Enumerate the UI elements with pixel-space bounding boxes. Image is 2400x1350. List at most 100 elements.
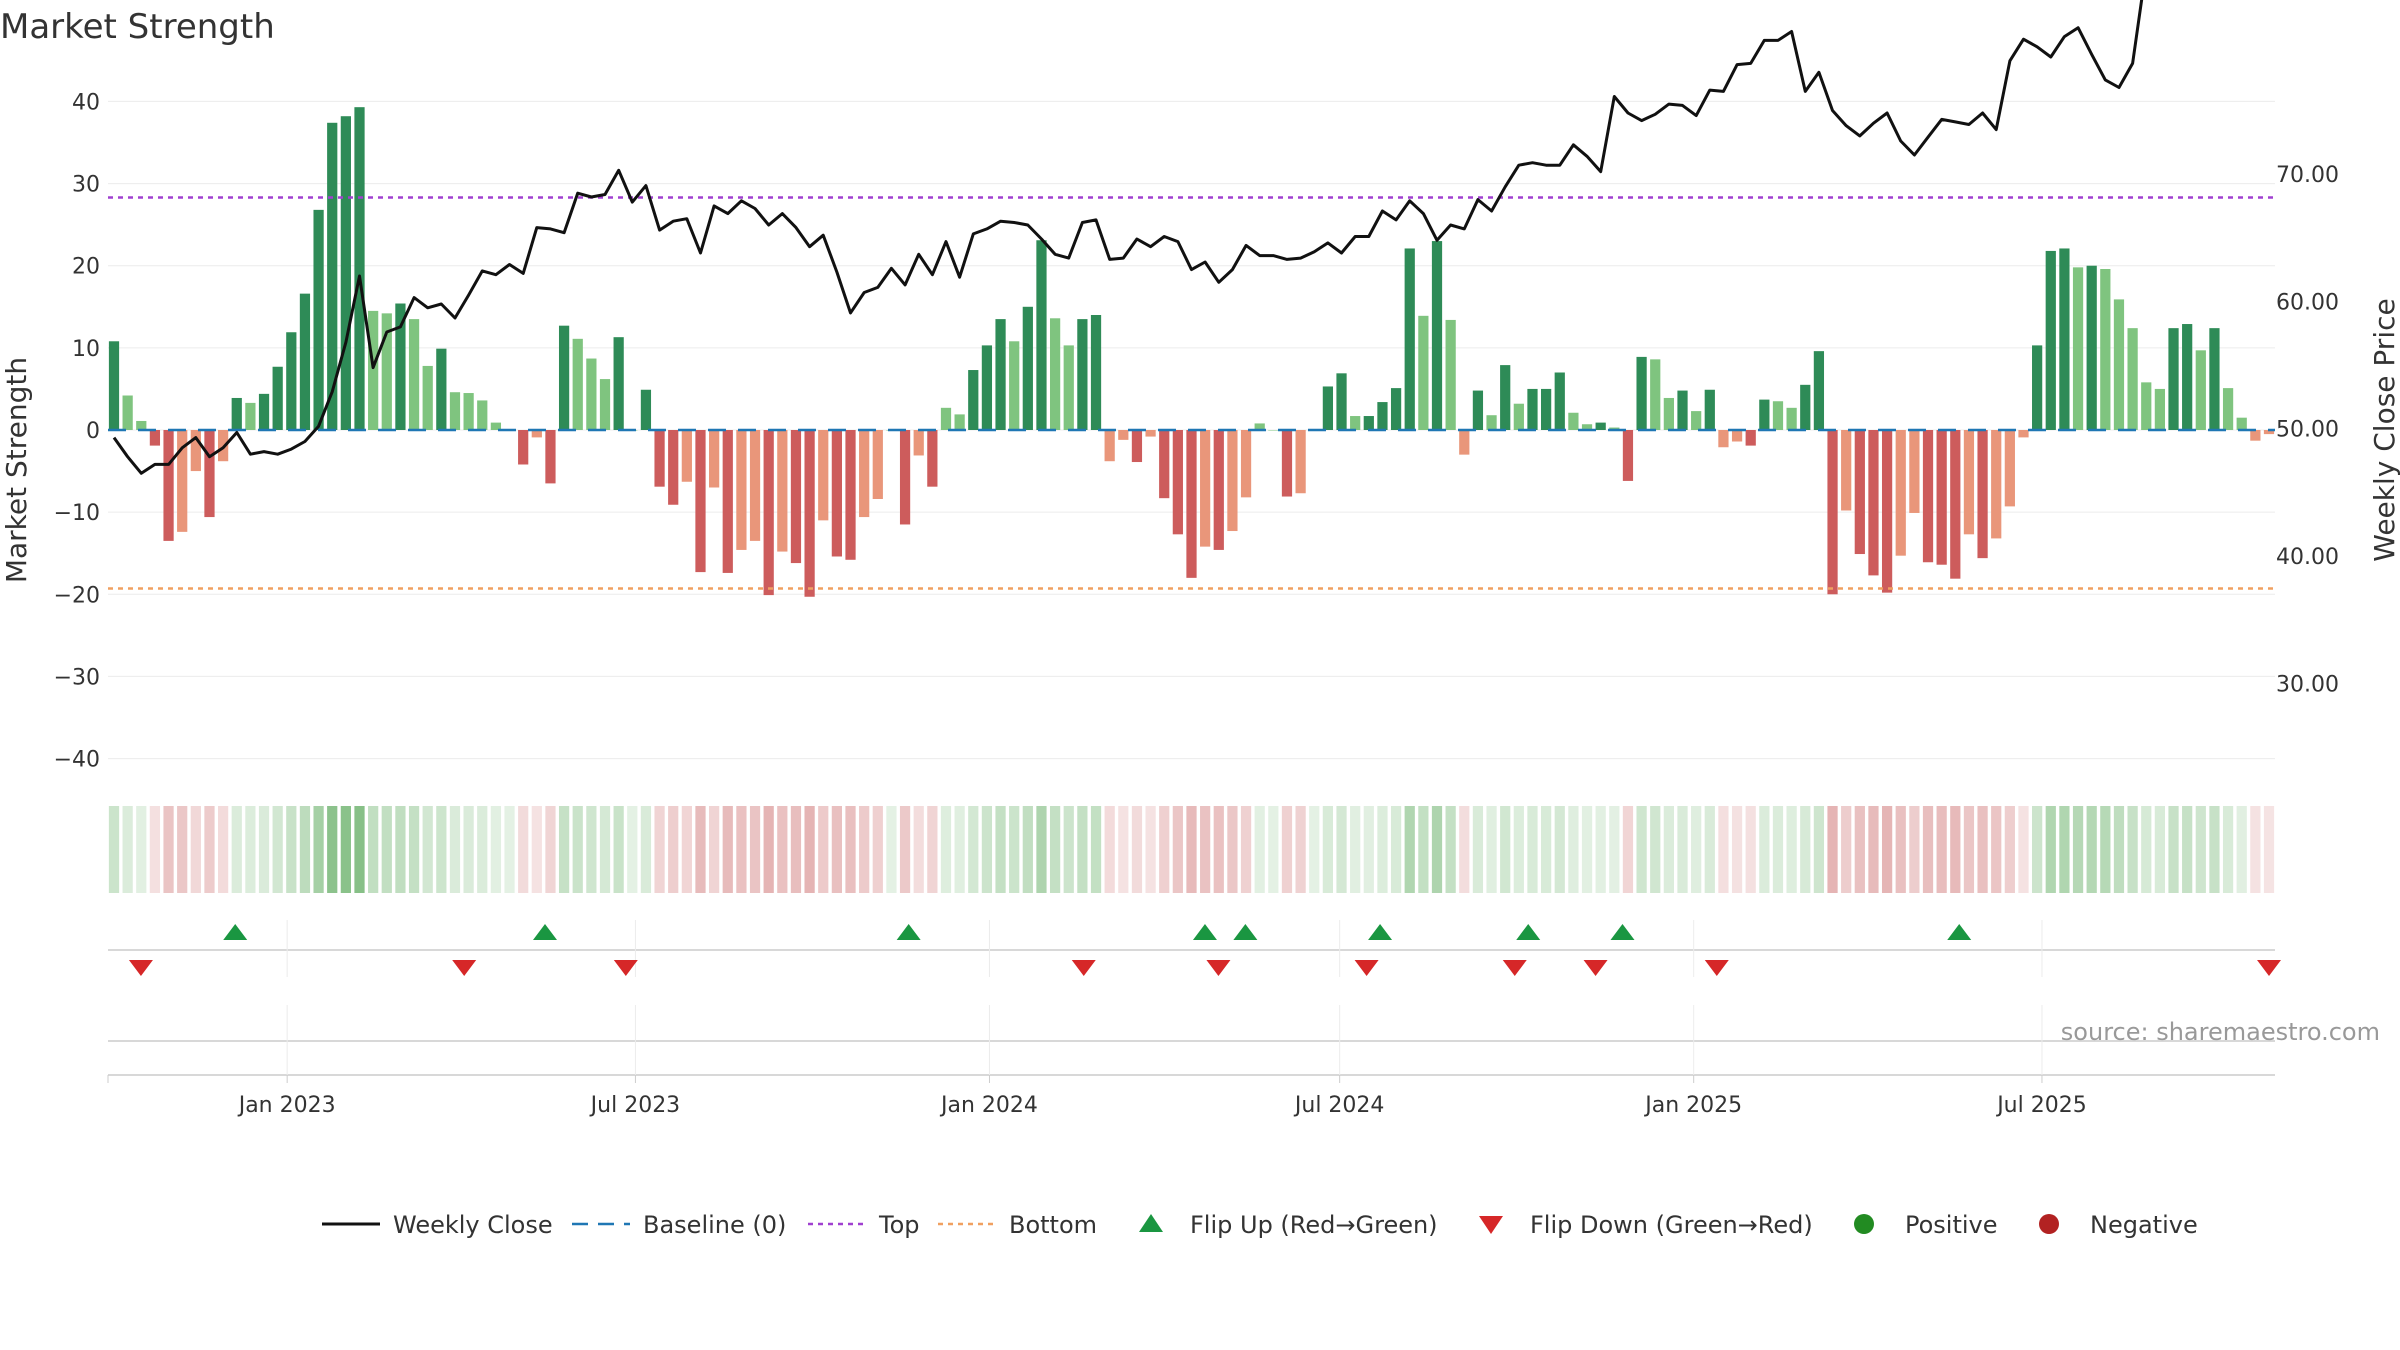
strength-bar [613, 337, 624, 430]
strength-bar [845, 430, 856, 560]
strength-bar [1227, 430, 1238, 532]
heat-cell [859, 806, 870, 893]
flip-down-marker [1583, 960, 1608, 976]
legend-label: Positive [1905, 1211, 1998, 1239]
heat-cell [395, 806, 406, 893]
strength-bar [2222, 388, 2234, 430]
strength-bar [518, 430, 529, 465]
strength-bar [2086, 265, 2097, 430]
strength-bar [2045, 250, 2056, 430]
strength-bar [436, 348, 447, 430]
heat-cell [1704, 806, 1715, 893]
strength-bar [1390, 388, 1402, 430]
strength-bar [1418, 315, 1429, 430]
strength-bar [2263, 430, 2275, 435]
heat-cell [736, 806, 747, 893]
strength-bar [1159, 430, 1170, 499]
heat-cell [190, 806, 201, 893]
y-tick-label: 30 [72, 173, 100, 198]
y2-ticks: 70.00 60.00 50.00 40.00 30.00 [2276, 163, 2339, 697]
heat-cell [1909, 806, 1920, 893]
heat-cell [586, 806, 597, 893]
strength-bar [231, 397, 242, 430]
flip-up-marker [1516, 924, 1541, 940]
strength-bar [1022, 306, 1033, 430]
heat-cell [1609, 806, 1620, 893]
heat-cell [1418, 806, 1429, 893]
flip-down-marker [2257, 960, 2281, 976]
strength-bar [368, 310, 379, 430]
strength-bar [899, 430, 911, 525]
heat-cell [122, 806, 133, 893]
heat-cell [1581, 806, 1593, 893]
heat-cell [518, 806, 529, 893]
heat-cell [313, 806, 324, 893]
strength-bar [1650, 359, 1661, 430]
strength-bar [2004, 430, 2015, 507]
heat-cell [163, 806, 174, 893]
strength-bar [1513, 403, 1524, 430]
heat-cell [968, 806, 979, 893]
heat-cell [1159, 806, 1170, 893]
heat-cell [1118, 806, 1129, 893]
heat-cell [327, 806, 338, 893]
heat-cell [1527, 806, 1538, 893]
heat-cell [722, 806, 733, 893]
legend-label: Top [878, 1211, 920, 1239]
strength-bar [1963, 430, 1975, 535]
strength-bar [1868, 430, 1879, 576]
y-tick-label: 40 [72, 90, 100, 115]
heat-cell [2127, 806, 2138, 893]
heat-cell [2168, 806, 2179, 893]
heat-cell [1677, 806, 1688, 893]
heat-cell [2113, 806, 2125, 893]
flip-up-marker [533, 924, 557, 940]
strength-bar [1704, 389, 1715, 430]
flip-down-marker [1354, 960, 1379, 976]
heat-cell [1363, 806, 1374, 893]
heat-cell [217, 806, 229, 893]
heat-cell [1718, 806, 1729, 893]
flip-down-marker [452, 960, 477, 976]
flip-up-marker [223, 924, 248, 940]
strength-bar [995, 319, 1006, 430]
strength-bar [299, 293, 311, 430]
strength-bar [190, 430, 201, 472]
heat-cell [845, 806, 856, 893]
heat-cell [1459, 806, 1470, 893]
flip-up-marker [896, 924, 921, 940]
heat-cell [558, 806, 570, 893]
strength-bar [1527, 388, 1538, 430]
strength-bar [1827, 430, 1838, 595]
x-tick-label: Jan 2025 [1643, 1093, 1742, 1118]
strength-bar [1854, 430, 1865, 555]
strength-bar [1322, 386, 1334, 430]
y2-tick-label: 30.00 [2276, 672, 2339, 697]
heat-cell [654, 806, 665, 893]
heat-cell [1868, 806, 1879, 893]
heat-cell [408, 806, 420, 893]
heat-cell [1090, 806, 1102, 893]
x-tick-label: Jul 2023 [589, 1093, 681, 1118]
heat-cell [818, 806, 829, 893]
heat-cell [572, 806, 583, 893]
strength-bar [1895, 430, 1906, 556]
heat-cell [1350, 806, 1361, 893]
legend-label: Baseline (0) [643, 1211, 786, 1239]
x-tick-label: Jul 2025 [1995, 1093, 2087, 1118]
heat-cell [1595, 806, 1606, 893]
heat-cell [886, 806, 897, 893]
flip-panel [128, 924, 2281, 976]
legend: Weekly Close Baseline (0) Top Bottom Flip Up… [322, 1211, 2198, 1239]
legend-swatch-positive [1854, 1214, 1874, 1234]
heat-cell [1431, 806, 1443, 893]
heat-cell [490, 806, 502, 893]
heat-cell [1663, 806, 1674, 893]
strength-bar [136, 420, 147, 430]
heat-cell [1881, 806, 1893, 893]
heat-cell [1240, 806, 1252, 893]
heat-cell [1800, 806, 1811, 893]
heat-cell [354, 806, 365, 893]
heat-cell [2263, 806, 2275, 893]
